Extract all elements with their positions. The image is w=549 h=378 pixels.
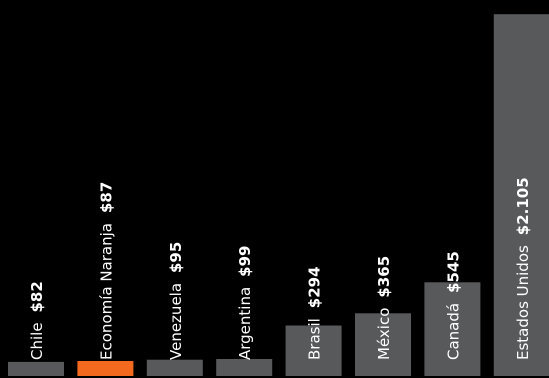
bar-brasil	[285, 325, 342, 376]
bar-label-brasil: Brasil $294	[306, 266, 324, 360]
category-label: Economía Naranja	[97, 223, 115, 360]
bars-group	[8, 14, 549, 376]
bar-economia-naranja	[77, 361, 134, 376]
category-label: Canadá	[444, 303, 462, 360]
category-label: México	[375, 308, 393, 360]
value-label: $87	[97, 182, 115, 213]
bar-venezuela	[146, 359, 203, 376]
value-label: $99	[236, 245, 254, 276]
value-label: $82	[28, 281, 46, 312]
bar-label-chile: Chile $82	[28, 281, 46, 360]
bar-mexico	[355, 313, 411, 376]
value-label: $545	[444, 251, 462, 293]
category-label: Estados Unidos	[514, 245, 532, 360]
bar-label-venezuela: Venezuela $95	[167, 242, 185, 360]
bar-label-economia-naranja: Economía Naranja $87	[97, 182, 115, 360]
bar-estados-unidos	[493, 14, 549, 376]
category-label: Brasil	[306, 318, 324, 360]
category-label: Argentina	[236, 287, 254, 360]
bar-label-argentina: Argentina $99	[236, 245, 254, 360]
bar-chile	[8, 361, 64, 376]
category-label: Venezuela	[167, 283, 185, 360]
value-label: $365	[375, 256, 393, 298]
bar-canada	[424, 282, 481, 376]
bar-label-canada: Canadá $545	[444, 251, 462, 360]
category-label: Chile	[28, 322, 46, 360]
bar-label-estados-unidos: Estados Unidos $2.105	[514, 177, 532, 360]
bar-argentina	[216, 359, 273, 376]
value-label: $95	[167, 242, 185, 273]
value-label: $294	[306, 266, 324, 308]
labels-group: Chile $82 Economía Naranja $87 Venezuela $95 A…	[28, 177, 532, 360]
value-label: $2.105	[514, 177, 532, 235]
bar-label-mexico: México $365	[375, 256, 393, 360]
